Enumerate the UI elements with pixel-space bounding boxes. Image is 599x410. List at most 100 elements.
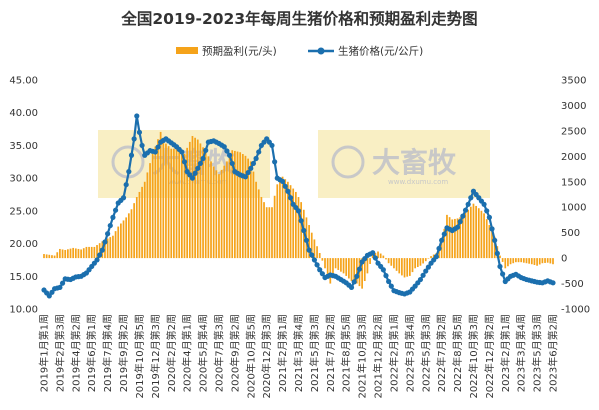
profit-bar (255, 181, 257, 259)
profit-bar (326, 258, 329, 276)
profit-bar (530, 258, 533, 265)
price-point (248, 165, 254, 171)
profit-bar (215, 170, 218, 259)
price-point (250, 160, 257, 167)
profit-bar (289, 185, 292, 259)
profit-bar (451, 219, 454, 259)
price-point (105, 231, 111, 237)
profit-bar (80, 249, 82, 259)
profit-bar (90, 246, 93, 259)
profit-bar (204, 151, 207, 259)
profit-bar (345, 258, 348, 276)
profit-bar (151, 153, 154, 259)
profit-bar (294, 191, 297, 259)
profit-bar (507, 258, 509, 267)
watermark-logo-icon (331, 145, 365, 179)
x-tick-label: 2023年2月第1周 (499, 314, 512, 392)
left-tick-label: 30.00 (9, 174, 38, 185)
left-tick-label: 15.00 (9, 272, 38, 283)
profit-bar (414, 258, 416, 269)
x-tick-label: 2023年5月第3周 (531, 314, 544, 392)
price-point (309, 252, 315, 258)
profit-bar (265, 207, 268, 259)
profit-bar (241, 154, 244, 259)
profit-bar (446, 214, 448, 259)
legend-label-price: 生猪价格(元/公斤) (338, 45, 423, 58)
profit-bar (281, 176, 284, 259)
profit-bar (48, 254, 51, 259)
profit-bar (106, 238, 109, 259)
profit-bar (308, 225, 310, 259)
price-point (388, 283, 394, 289)
left-tick-label: 25.00 (9, 206, 38, 217)
profit-bar (517, 258, 520, 263)
x-axis-ticks: 2019年1月第1周 2019年2月第3周 2019年4月第2周 2019年6月第1周… (38, 314, 560, 399)
profit-bar (459, 217, 462, 259)
profit-bar (149, 163, 151, 259)
price-point (224, 148, 230, 154)
profit-bar (135, 197, 138, 259)
profit-bar (488, 225, 491, 259)
profit-bar (146, 172, 149, 259)
price-point (242, 174, 249, 180)
profit-bar (170, 148, 173, 259)
profit-bar (419, 258, 422, 266)
profit-bar (218, 174, 220, 259)
profit-bar (194, 137, 196, 259)
profit-bar (491, 230, 493, 259)
profit-bar (188, 141, 191, 259)
price-point (131, 136, 137, 142)
x-tick-label: 2021年3月第4周 (292, 314, 305, 392)
chart-title: 全国2019-2023年每周生猪价格和预期盈利走势图 (120, 9, 477, 28)
price-point (269, 142, 275, 149)
profit-bar (350, 258, 353, 282)
price-point (110, 214, 116, 220)
price-point (386, 278, 392, 285)
profit-bar (416, 258, 419, 268)
profit-bar (387, 258, 390, 264)
profit-bar (77, 248, 80, 259)
x-tick-label: 2022年5月第3周 (419, 314, 432, 392)
profit-bar (191, 135, 194, 259)
price-point (112, 207, 119, 213)
profit-bar (464, 212, 467, 259)
profit-bar (485, 219, 488, 259)
profit-bar (112, 235, 114, 259)
price-point (136, 129, 143, 135)
watermark-url: www.dxumu.com (388, 178, 448, 186)
profit-bar (467, 209, 470, 259)
right-tick-label: 1500 (561, 177, 586, 188)
profit-bar (538, 258, 541, 265)
profit-bar (406, 258, 409, 277)
price-point (303, 237, 310, 243)
price-point (494, 250, 500, 256)
x-tick-label: 2020年5月第4周 (197, 314, 210, 392)
watermark-brand: 大畜牧 (372, 146, 457, 179)
x-tick-label: 2022年2月第1周 (387, 314, 400, 392)
profit-bar (276, 184, 279, 259)
profit-bar (390, 258, 393, 266)
profit-bar (366, 258, 369, 274)
price-point (107, 222, 113, 229)
price-point (319, 271, 325, 277)
right-axis-ticks: -1000 -500 0 500 1000 1500 2000 2500 3000 3500 (561, 76, 590, 316)
price-point (181, 159, 188, 165)
x-tick-label: 2019年2月第3周 (53, 314, 66, 392)
x-tick-label: 2022年10月第3周 (467, 314, 480, 399)
x-tick-label: 2020年4月第1周 (181, 314, 194, 392)
profit-bar (96, 245, 98, 259)
profit-bar (122, 220, 125, 259)
profit-bar (226, 161, 228, 259)
price-point (155, 144, 161, 150)
profit-bar (202, 147, 204, 259)
legend-swatch-price-marker (317, 47, 325, 55)
price-point (423, 268, 429, 274)
profit-bar (443, 228, 446, 259)
x-tick-label: 2020年2月第2周 (165, 314, 178, 392)
profit-bar (231, 150, 234, 259)
profit-bar (363, 258, 366, 282)
price-point (226, 152, 233, 158)
profit-bar (456, 218, 459, 259)
price-point (152, 149, 158, 155)
profit-bar (398, 258, 401, 274)
